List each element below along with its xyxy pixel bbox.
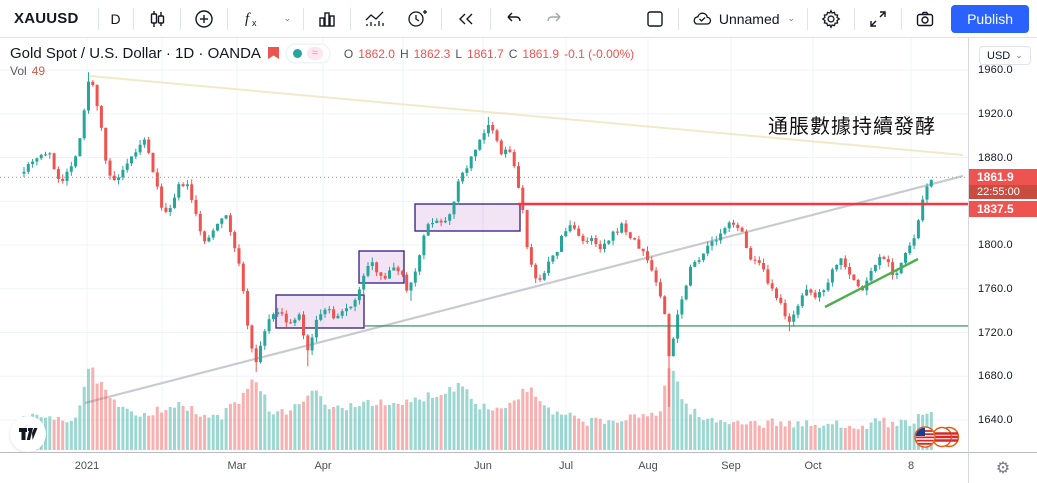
divider: [490, 7, 492, 30]
redo-icon[interactable]: [534, 5, 574, 33]
currency-chevron-icon: ⌄: [1015, 50, 1023, 60]
time-axis[interactable]: 2021 Mar Apr Jun Jul Aug Sep Oct 8: [0, 452, 968, 483]
forecast-icon[interactable]: [354, 5, 396, 33]
price-scale[interactable]: USD ⌄ 1960.0 1920.0 1880.0 1800.0 1760.0 1720…: [968, 38, 1037, 452]
layout-chevron-icon: ⌄: [787, 13, 796, 23]
layout-select-icon[interactable]: [635, 5, 675, 33]
time-tick-label: Aug: [638, 460, 658, 472]
publish-button[interactable]: Publish: [951, 4, 1029, 33]
divider: [350, 7, 352, 30]
alert-price-badge: 1837.5: [969, 201, 1037, 217]
layout-name-button[interactable]: Unnamed ⌄: [682, 5, 804, 33]
price-tick-label: 1720.0: [978, 326, 1013, 339]
divider: [97, 7, 99, 30]
svg-text:f: f: [245, 11, 251, 27]
chart-title[interactable]: Gold Spot / U.S. Dollar · 1D · OANDA: [10, 45, 261, 62]
bar-replay-icon[interactable]: [445, 5, 487, 33]
us-flag-reactions-icon[interactable]: [914, 426, 960, 452]
chart-legend: Gold Spot / U.S. Dollar · 1D · OANDA ≈ O…: [10, 44, 634, 63]
compare-icon[interactable]: [184, 5, 224, 33]
time-tick-label: Mar: [227, 460, 247, 472]
divider: [226, 7, 228, 30]
candle-style-icon[interactable]: [137, 5, 177, 33]
undo-icon[interactable]: [494, 5, 534, 33]
indicators-chevron-icon[interactable]: ⌄: [283, 13, 292, 23]
realtime-dot-icon: [292, 49, 302, 58]
time-tick-label: 8: [907, 460, 915, 472]
divider: [807, 7, 809, 30]
divider: [677, 7, 679, 30]
tradingview-logo[interactable]: [10, 416, 46, 452]
time-tick-label: Jul: [558, 460, 574, 472]
divider: [303, 7, 305, 30]
time-tick-label: Sep: [721, 460, 741, 472]
price-tick-label: 1920.0: [978, 107, 1013, 120]
change-value: -0.1 (-0.00%): [564, 46, 635, 61]
layout-name-label: Unnamed: [718, 10, 780, 27]
price-tick-label: 1880.0: [978, 151, 1013, 164]
interval-button[interactable]: D: [110, 10, 121, 27]
snapshot-camera-icon[interactable]: [905, 5, 945, 33]
divider: [179, 7, 181, 30]
time-tick-label: Apr: [314, 460, 332, 472]
price-tick-label: 1800.0: [978, 239, 1013, 251]
volume-legend[interactable]: Vol 49: [10, 64, 46, 78]
price-tick-label: 1640.0: [978, 414, 1013, 426]
symbol-search-button[interactable]: XAUUSD: [14, 10, 79, 27]
chart-settings-gear-icon[interactable]: [811, 5, 851, 33]
bar-countdown-badge: 22:55:00: [969, 185, 1037, 199]
approx-icon: ≈: [306, 47, 323, 60]
fundamentals-columns-icon[interactable]: [307, 5, 347, 33]
divider: [901, 7, 903, 30]
ohlc-values: O 1862.0 H 1862.3 L 1861.7 C 1861.9 -0.1 (-0…: [343, 46, 635, 61]
divider: [132, 7, 134, 30]
time-tick-label: 2021: [74, 460, 100, 472]
price-tick-label: 1680.0: [978, 370, 1013, 383]
data-status-pill[interactable]: ≈: [285, 44, 330, 63]
scale-settings-gear-icon[interactable]: ⚙: [968, 452, 1037, 483]
candlestick-chart[interactable]: [0, 38, 968, 452]
chart-text-annotation[interactable]: 通脹數據持續發酵: [768, 114, 936, 138]
cloud-saved-icon: [691, 10, 713, 28]
divider: [854, 7, 856, 30]
current-price-badge: 1861.9: [969, 169, 1037, 185]
price-tick-label: 1760.0: [978, 282, 1013, 295]
chart-pane[interactable]: Gold Spot / U.S. Dollar · 1D · OANDA ≈ O…: [0, 38, 968, 452]
time-tick-label: Oct: [804, 460, 822, 472]
price-tick-label: 1960.0: [978, 64, 1013, 76]
alert-clock-icon[interactable]: [396, 5, 438, 33]
top-toolbar: XAUUSD D f x: [0, 0, 1037, 38]
fullscreen-icon[interactable]: [858, 5, 898, 33]
flag-bookmark-icon[interactable]: [267, 46, 280, 61]
currency-unit-button[interactable]: USD ⌄: [979, 46, 1031, 65]
svg-text:x: x: [252, 18, 257, 28]
divider: [441, 7, 443, 30]
time-tick-label: Jun: [474, 460, 492, 472]
indicators-fx-icon[interactable]: f x: [231, 5, 273, 33]
